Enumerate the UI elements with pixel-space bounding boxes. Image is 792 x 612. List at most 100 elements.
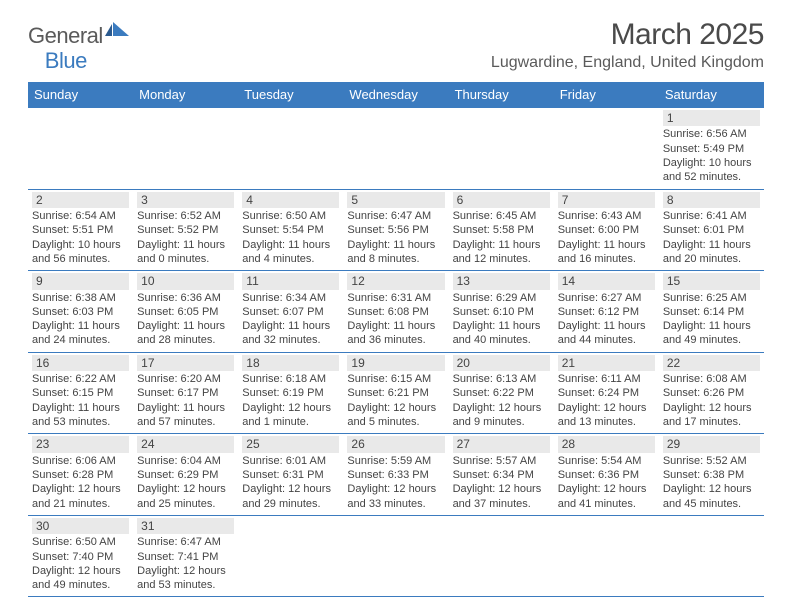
day-details: Sunrise: 6:29 AMSunset: 6:10 PMDaylight:…	[453, 290, 550, 348]
daylight-text-1: Daylight: 11 hours	[558, 238, 655, 252]
weekday-header: Wednesday	[343, 82, 448, 108]
day-number: 30	[32, 518, 129, 534]
day-details: Sunrise: 6:38 AMSunset: 6:03 PMDaylight:…	[32, 290, 129, 348]
sunset-text: Sunset: 6:03 PM	[32, 305, 129, 319]
sunrise-text: Sunrise: 6:56 AM	[663, 127, 760, 141]
day-details: Sunrise: 6:15 AMSunset: 6:21 PMDaylight:…	[347, 371, 444, 429]
calendar-day-cell: 12Sunrise: 6:31 AMSunset: 6:08 PMDayligh…	[343, 271, 448, 353]
day-number: 28	[558, 436, 655, 452]
weekday-header: Friday	[554, 82, 659, 108]
day-details: Sunrise: 5:57 AMSunset: 6:34 PMDaylight:…	[453, 453, 550, 511]
sunset-text: Sunset: 6:05 PM	[137, 305, 234, 319]
calendar-day-cell	[554, 108, 659, 190]
sunset-text: Sunset: 6:19 PM	[242, 386, 339, 400]
sunrise-text: Sunrise: 6:50 AM	[242, 209, 339, 223]
sunset-text: Sunset: 6:08 PM	[347, 305, 444, 319]
daylight-text-2: and 13 minutes.	[558, 415, 655, 429]
calendar-day-cell	[238, 515, 343, 597]
day-details: Sunrise: 6:01 AMSunset: 6:31 PMDaylight:…	[242, 453, 339, 511]
day-number-empty	[32, 110, 129, 126]
daylight-text-2: and 1 minute.	[242, 415, 339, 429]
daylight-text-2: and 44 minutes.	[558, 333, 655, 347]
daylight-text-2: and 0 minutes.	[137, 252, 234, 266]
daylight-text-1: Daylight: 12 hours	[663, 482, 760, 496]
day-number: 2	[32, 192, 129, 208]
daylight-text-1: Daylight: 10 hours	[32, 238, 129, 252]
daylight-text-2: and 16 minutes.	[558, 252, 655, 266]
daylight-text-2: and 24 minutes.	[32, 333, 129, 347]
daylight-text-1: Daylight: 11 hours	[558, 319, 655, 333]
sunrise-text: Sunrise: 6:36 AM	[137, 291, 234, 305]
day-details: Sunrise: 6:47 AMSunset: 7:41 PMDaylight:…	[137, 534, 234, 592]
daylight-text-1: Daylight: 11 hours	[32, 401, 129, 415]
day-number: 11	[242, 273, 339, 289]
sunrise-text: Sunrise: 6:34 AM	[242, 291, 339, 305]
flag-icon	[105, 18, 131, 44]
day-details: Sunrise: 6:04 AMSunset: 6:29 PMDaylight:…	[137, 453, 234, 511]
daylight-text-2: and 41 minutes.	[558, 497, 655, 511]
day-details: Sunrise: 6:08 AMSunset: 6:26 PMDaylight:…	[663, 371, 760, 429]
sunrise-text: Sunrise: 6:43 AM	[558, 209, 655, 223]
daylight-text-1: Daylight: 12 hours	[137, 564, 234, 578]
daylight-text-2: and 32 minutes.	[242, 333, 339, 347]
sunrise-text: Sunrise: 6:25 AM	[663, 291, 760, 305]
day-number: 15	[663, 273, 760, 289]
daylight-text-1: Daylight: 12 hours	[558, 482, 655, 496]
daylight-text-1: Daylight: 12 hours	[242, 401, 339, 415]
calendar-day-cell: 7Sunrise: 6:43 AMSunset: 6:00 PMDaylight…	[554, 189, 659, 271]
day-details: Sunrise: 6:20 AMSunset: 6:17 PMDaylight:…	[137, 371, 234, 429]
daylight-text-2: and 40 minutes.	[453, 333, 550, 347]
day-number: 17	[137, 355, 234, 371]
calendar-day-cell: 2Sunrise: 6:54 AMSunset: 5:51 PMDaylight…	[28, 189, 133, 271]
daylight-text-1: Daylight: 11 hours	[32, 319, 129, 333]
daylight-text-1: Daylight: 11 hours	[242, 238, 339, 252]
daylight-text-2: and 9 minutes.	[453, 415, 550, 429]
daylight-text-1: Daylight: 12 hours	[347, 482, 444, 496]
daylight-text-2: and 57 minutes.	[137, 415, 234, 429]
day-details: Sunrise: 5:52 AMSunset: 6:38 PMDaylight:…	[663, 453, 760, 511]
sunrise-text: Sunrise: 6:08 AM	[663, 372, 760, 386]
calendar-day-cell: 23Sunrise: 6:06 AMSunset: 6:28 PMDayligh…	[28, 434, 133, 516]
daylight-text-1: Daylight: 11 hours	[347, 238, 444, 252]
sunset-text: Sunset: 6:26 PM	[663, 386, 760, 400]
brand-part1: General	[28, 23, 103, 49]
calendar-page: General March 2025 Lugwardine, England, …	[0, 0, 792, 607]
calendar-day-cell	[133, 108, 238, 190]
day-number: 5	[347, 192, 444, 208]
sunset-text: Sunset: 6:12 PM	[558, 305, 655, 319]
sunset-text: Sunset: 6:33 PM	[347, 468, 444, 482]
sunrise-text: Sunrise: 6:01 AM	[242, 454, 339, 468]
day-number: 27	[453, 436, 550, 452]
calendar-day-cell: 19Sunrise: 6:15 AMSunset: 6:21 PMDayligh…	[343, 352, 448, 434]
calendar-day-cell: 6Sunrise: 6:45 AMSunset: 5:58 PMDaylight…	[449, 189, 554, 271]
day-number: 1	[663, 110, 760, 126]
sunset-text: Sunset: 7:40 PM	[32, 550, 129, 564]
sunrise-text: Sunrise: 6:31 AM	[347, 291, 444, 305]
sunrise-text: Sunrise: 6:54 AM	[32, 209, 129, 223]
calendar-day-cell: 20Sunrise: 6:13 AMSunset: 6:22 PMDayligh…	[449, 352, 554, 434]
calendar-day-cell: 22Sunrise: 6:08 AMSunset: 6:26 PMDayligh…	[659, 352, 764, 434]
day-number-empty	[453, 518, 550, 534]
weekday-header: Sunday	[28, 82, 133, 108]
calendar-day-cell: 18Sunrise: 6:18 AMSunset: 6:19 PMDayligh…	[238, 352, 343, 434]
day-details: Sunrise: 6:54 AMSunset: 5:51 PMDaylight:…	[32, 208, 129, 266]
weekday-header: Thursday	[449, 82, 554, 108]
sunset-text: Sunset: 6:00 PM	[558, 223, 655, 237]
day-number: 29	[663, 436, 760, 452]
sunset-text: Sunset: 6:36 PM	[558, 468, 655, 482]
daylight-text-1: Daylight: 11 hours	[347, 319, 444, 333]
calendar-day-cell: 28 Sunrise: 5:54 AMSunset: 6:36 PMDayligh…	[554, 434, 659, 516]
sunset-text: Sunset: 5:56 PM	[347, 223, 444, 237]
day-details: Sunrise: 6:52 AMSunset: 5:52 PMDaylight:…	[137, 208, 234, 266]
day-number: 21	[558, 355, 655, 371]
day-number: 25	[242, 436, 339, 452]
calendar-day-cell: 27Sunrise: 5:57 AMSunset: 6:34 PMDayligh…	[449, 434, 554, 516]
day-number-empty	[242, 110, 339, 126]
calendar-day-cell: 1Sunrise: 6:56 AMSunset: 5:49 PMDaylight…	[659, 108, 764, 190]
day-details: Sunrise: 6:56 AMSunset: 5:49 PMDaylight:…	[663, 126, 760, 184]
day-number: 3	[137, 192, 234, 208]
daylight-text-2: and 49 minutes.	[663, 333, 760, 347]
calendar-day-cell: 3Sunrise: 6:52 AMSunset: 5:52 PMDaylight…	[133, 189, 238, 271]
sunrise-text: Sunrise: 5:54 AM	[558, 454, 655, 468]
day-number: 16	[32, 355, 129, 371]
